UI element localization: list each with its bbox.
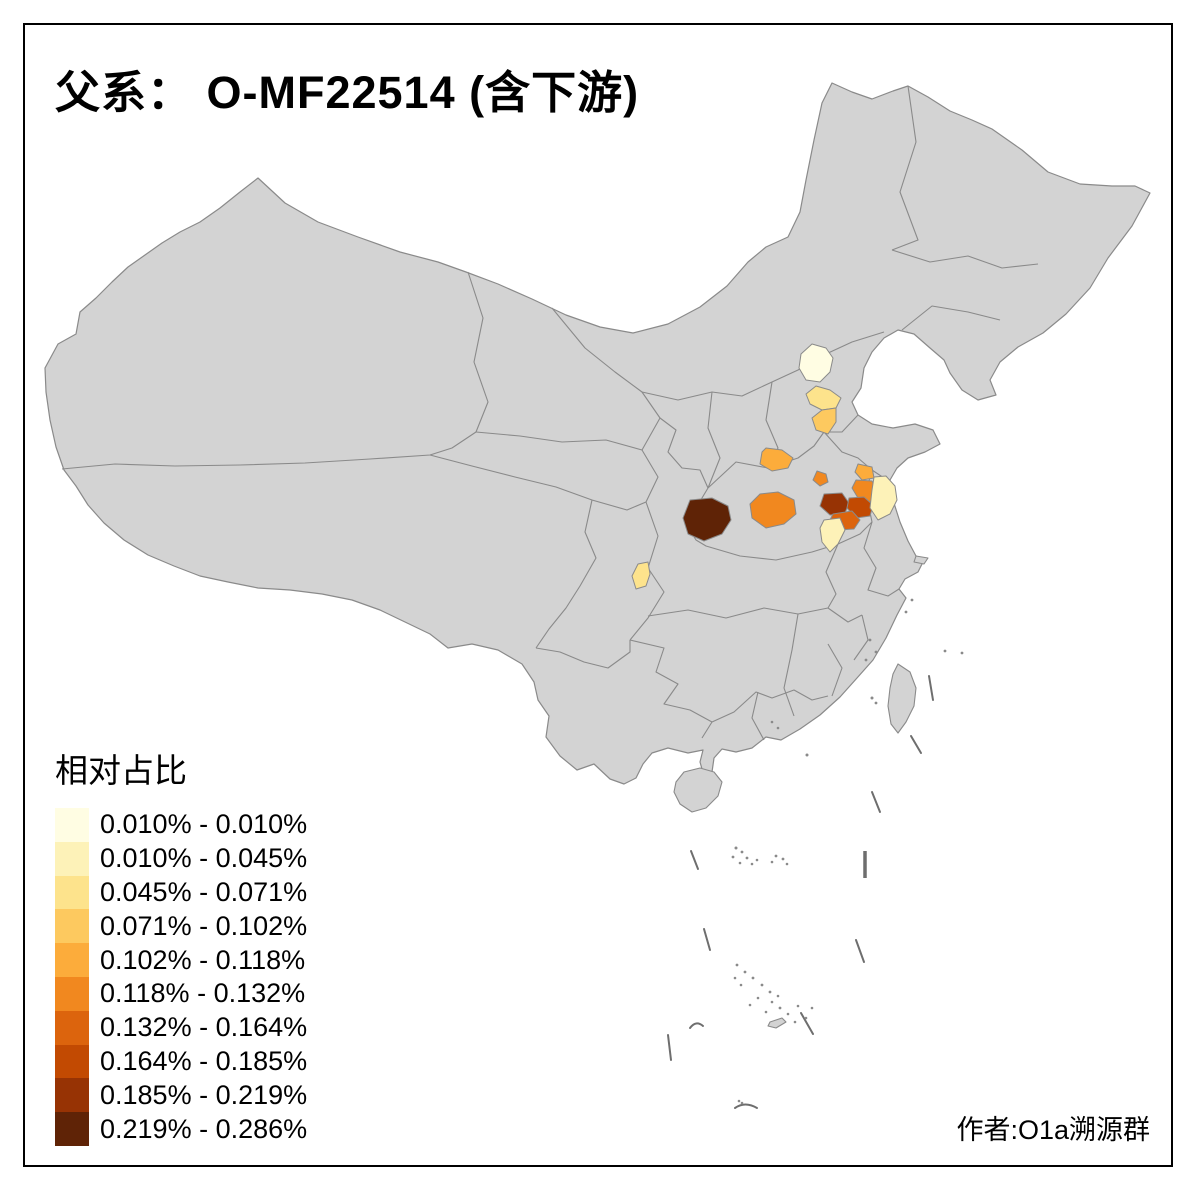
legend-swatch [55,976,89,1011]
legend-label: 0.118% - 0.132% [100,978,306,1009]
south-sea-islet [767,1017,787,1029]
legend-rows: 0.010% - 0.010% 0.010% - 0.045% 0.045% - 0… [55,808,307,1146]
legend-item: 0.164% - 0.185% [55,1044,308,1079]
legend-label: 0.010% - 0.010% [100,809,308,840]
legend-item: 0.045% - 0.071% [55,875,308,910]
legend-label: 0.010% - 0.045% [100,843,308,874]
map-region [759,447,794,472]
legend-item: 0.219% - 0.286% [55,1112,307,1146]
legend: 相对占比 0.010% - 0.010% 0.010% - 0.045% 0.045… [55,744,307,1146]
legend-item: 0.185% - 0.219% [55,1078,308,1113]
highlighted-regions [631,343,898,590]
legend-swatch [55,1112,89,1146]
legend-item: 0.010% - 0.045% [55,841,308,876]
chongming-island [913,555,929,565]
map-region [812,470,829,487]
taiwan-island [887,663,917,734]
hainan-island [673,767,723,813]
island-dots [731,598,964,1105]
legend-swatch [55,808,89,842]
legend-swatch [55,909,89,944]
legend-swatch [55,1044,89,1079]
legend-swatch [55,875,89,910]
legend-item: 0.071% - 0.102% [55,909,308,944]
legend-label: 0.045% - 0.071% [100,876,308,907]
plot-title: 父系： O-MF22514 (含下游) [55,67,640,118]
legend-swatch [55,943,89,977]
legend-swatch [55,1078,89,1113]
legend-title: 相对占比 [55,752,187,789]
map-region [749,491,797,529]
legend-item: 0.118% - 0.132% [55,976,307,1011]
legend-label: 0.071% - 0.102% [100,910,308,941]
map-region [854,463,875,481]
legend-label: 0.219% - 0.286% [100,1113,308,1144]
legend-swatch [55,841,89,876]
map-region [798,343,834,383]
map-region [682,497,732,542]
mainland-outline [44,82,1151,785]
legend-item: 0.132% - 0.164% [55,1010,308,1045]
legend-swatch [55,1010,89,1045]
legend-item: 0.010% - 0.010% [55,808,307,842]
legend-label: 0.102% - 0.118% [100,944,306,975]
legend-label: 0.185% - 0.219% [100,1079,308,1110]
author-credit: 作者:O1a溯源群 [956,1115,1150,1145]
map-region [811,407,837,435]
legend-item: 0.102% - 0.118% [55,943,307,977]
map-region [819,517,846,553]
map-region [631,561,651,590]
legend-label: 0.132% - 0.164% [100,1012,308,1043]
nine-dash-line [667,675,934,1109]
legend-label: 0.164% - 0.185% [100,1045,308,1076]
map-region [869,475,898,521]
